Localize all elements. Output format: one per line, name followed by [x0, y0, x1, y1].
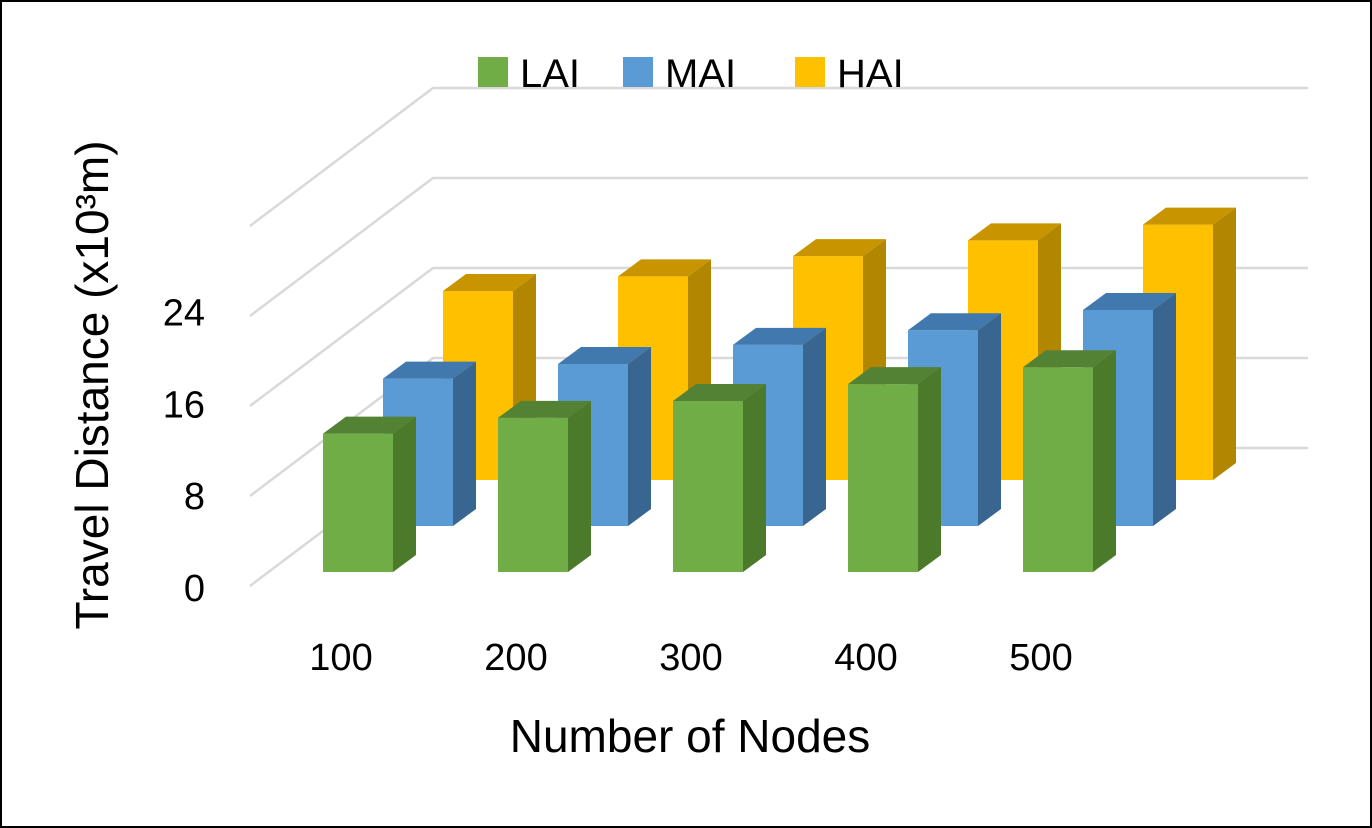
bar-lai-300 — [673, 384, 766, 572]
y-tick-label: 0 — [184, 568, 205, 610]
x-tick-label: 200 — [484, 637, 547, 679]
legend-label-lai: LAI — [520, 52, 580, 96]
x-tick-label: 500 — [1009, 637, 1072, 679]
bar-lai-200 — [498, 400, 591, 572]
bar-lai-400 — [848, 367, 941, 572]
gridline — [249, 86, 1308, 227]
bars — [323, 207, 1236, 572]
bar-lai-100 — [323, 416, 416, 572]
x-tick-label: 400 — [834, 637, 897, 679]
gridline — [249, 176, 1308, 317]
y-tick-label: 16 — [163, 384, 205, 426]
legend-swatch-mai — [623, 57, 653, 87]
bar-mai-100 — [383, 361, 476, 526]
legend-label-mai: MAI — [665, 52, 736, 96]
legend-swatch-lai — [478, 57, 508, 87]
x-tick-label: 100 — [309, 637, 372, 679]
legend-swatch-hai — [795, 57, 825, 87]
x-tick-labels: 100 200 300 400 500 — [309, 637, 1072, 679]
x-axis-label: Number of Nodes — [510, 710, 871, 762]
bar-lai-500 — [1023, 350, 1116, 572]
bar-hai-500 — [1143, 207, 1236, 480]
y-axis-label: Travel Distance (x10³m) — [66, 140, 118, 629]
legend-label-hai: HAI — [837, 52, 904, 96]
y-tick-label: 8 — [184, 476, 205, 518]
y-tick-labels: 0 8 16 24 — [163, 293, 205, 610]
legend: LAI MAI HAI — [478, 52, 904, 96]
y-tick-label: 24 — [163, 293, 205, 335]
x-tick-label: 300 — [659, 637, 722, 679]
